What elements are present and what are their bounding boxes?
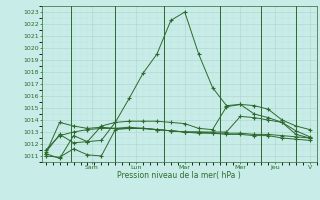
X-axis label: Pression niveau de la mer( hPa ): Pression niveau de la mer( hPa ) [117, 171, 241, 180]
